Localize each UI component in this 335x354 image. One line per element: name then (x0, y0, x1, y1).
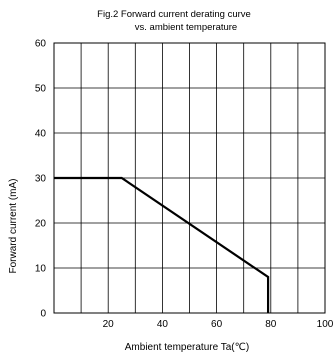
y-tick-label-30: 30 (35, 174, 47, 185)
x-axis-label-unit: ℃ (235, 342, 246, 353)
x-axis-label: Ambient temperature Ta(℃) (125, 342, 249, 353)
y-tick-labels: 0 10 20 30 40 50 60 (35, 39, 47, 320)
chart-subtitle: vs. ambient temperature (135, 22, 237, 33)
y-tick-label-60: 60 (35, 39, 47, 50)
x-axis-label-text: Ambient temperature Ta( (125, 342, 236, 353)
derating-curve-line-0 (54, 176, 270, 313)
x-tick-label-40: 40 (157, 319, 169, 330)
series-group (54, 176, 270, 313)
y-tick-label-20: 20 (35, 219, 47, 230)
x-tick-label-60: 60 (211, 319, 223, 330)
chart-title: Fig.2 Forward current derating curve (97, 9, 251, 20)
y-tick-label-50: 50 (35, 84, 47, 95)
x-tick-label-100: 100 (317, 319, 334, 330)
y-tick-label-0: 0 (40, 309, 46, 320)
y-tick-label-40: 40 (35, 129, 47, 140)
y-axis-label: Forward current (mA) (8, 178, 19, 273)
x-tick-label-20: 20 (103, 319, 115, 330)
x-tick-label-80: 80 (265, 319, 277, 330)
x-axis-label-close: ) (246, 342, 249, 353)
x-tick-labels: 20 40 60 80 100 (103, 319, 334, 330)
y-tick-label-10: 10 (35, 264, 47, 275)
